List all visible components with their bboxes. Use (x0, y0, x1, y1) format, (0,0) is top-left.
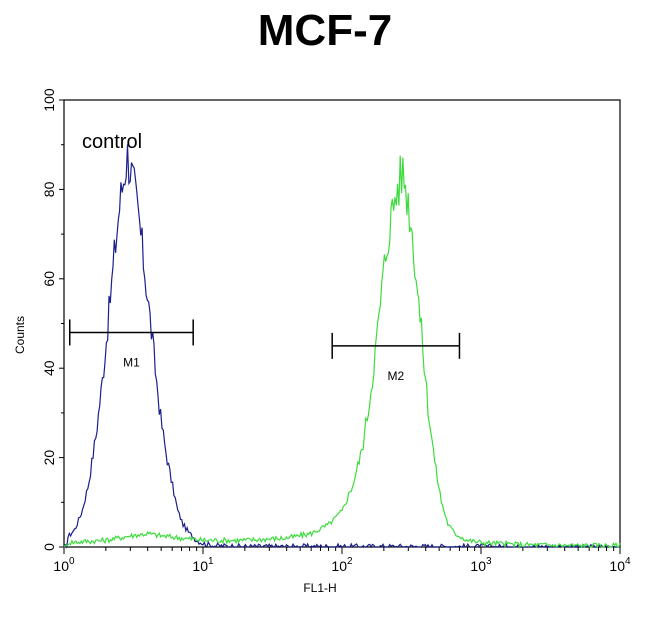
series-layer (63, 144, 621, 550)
y-tick-label: 40 (41, 360, 57, 376)
gate-layer: M1 M2 (69, 319, 461, 383)
x-tick-label: 101 (192, 556, 214, 574)
x-tick-label: 103 (470, 556, 492, 574)
plot-frame (63, 99, 621, 548)
series-line-0 (63, 144, 620, 549)
x-tick-exp: 1 (208, 556, 214, 567)
x-tick-exp: 4 (625, 556, 631, 567)
x-tick-base: 10 (609, 558, 625, 574)
x-tick-exp: 3 (486, 556, 492, 567)
y-axis: 0 20 40 60 80 100 (41, 88, 64, 551)
x-tick-label: 104 (609, 556, 631, 574)
gate-label: M1 (123, 355, 140, 369)
x-tick-exp: 2 (347, 556, 353, 567)
series-line-1 (63, 155, 621, 550)
x-axis-label: FL1-H (303, 581, 336, 595)
y-tick-label: 60 (41, 271, 57, 287)
x-tick-base: 10 (470, 558, 486, 574)
y-tick-label: 80 (41, 181, 57, 197)
y-tick-label: 0 (41, 543, 57, 551)
control-annotation: control (82, 131, 142, 153)
x-tick-exp: 0 (69, 556, 75, 567)
x-tick-label: 102 (331, 556, 353, 574)
y-tick-label: 20 (41, 450, 57, 466)
y-axis-label: Counts (13, 316, 27, 354)
x-tick-base: 10 (53, 558, 69, 574)
x-tick-base: 10 (192, 558, 208, 574)
y-tick-label: 100 (41, 88, 57, 112)
gate-label: M2 (387, 369, 404, 383)
chart-title: MCF-7 (257, 6, 393, 55)
x-tick-base: 10 (331, 558, 347, 574)
x-axis: 100 101 102 103 104 (53, 547, 631, 574)
x-tick-label: 100 (53, 556, 75, 574)
